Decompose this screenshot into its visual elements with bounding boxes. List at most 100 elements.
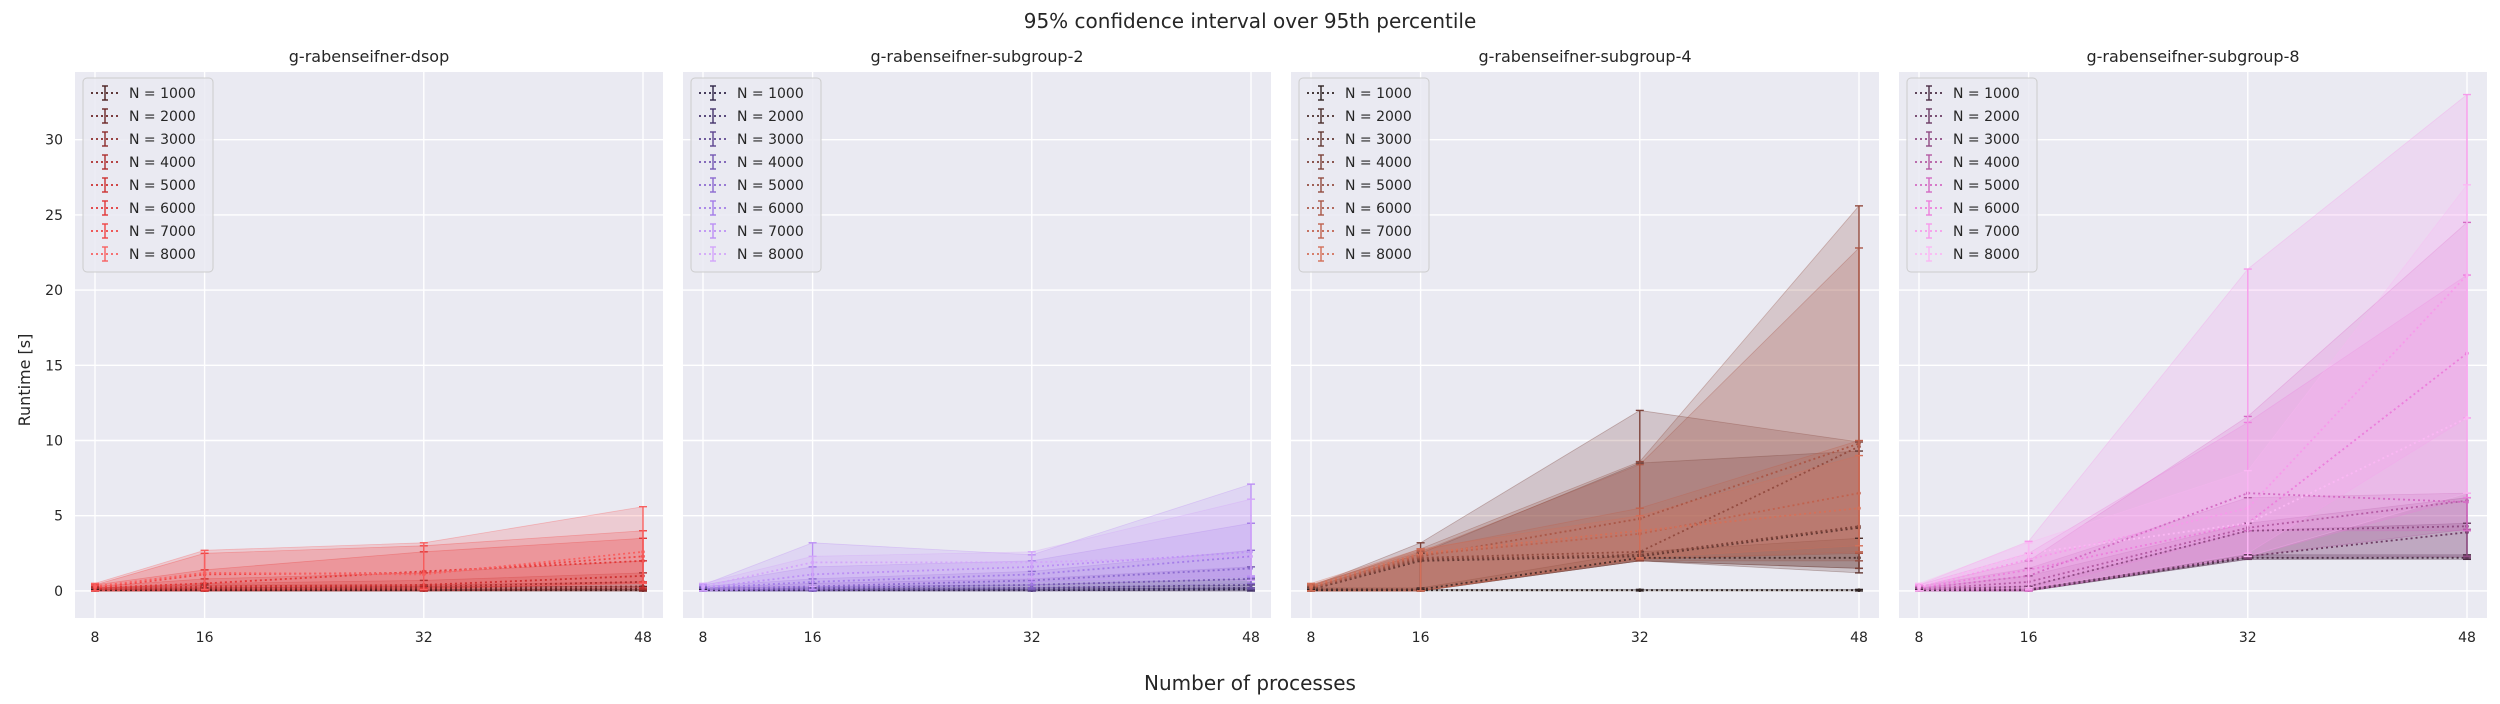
y-tick-label: 5	[54, 509, 63, 525]
data-point	[810, 560, 815, 565]
legend-label: N = 3000	[737, 132, 804, 148]
legend-label: N = 8000	[1345, 247, 1412, 263]
legend-label: N = 3000	[129, 132, 196, 148]
legend-label: N = 3000	[1345, 132, 1412, 148]
series-line	[1311, 556, 1859, 591]
legend-label: N = 8000	[1953, 247, 2020, 263]
x-tick-label: 48	[2458, 630, 2476, 646]
legend-label: N = 1000	[1345, 86, 1412, 102]
legend-box	[1906, 77, 2038, 273]
panel-title: g-rabenseifner-dsop	[289, 47, 449, 66]
y-tick-label: 15	[45, 358, 63, 374]
x-tick-label: 8	[699, 630, 708, 646]
y-tick-label: 20	[45, 283, 63, 299]
legend-label: N = 1000	[737, 86, 804, 102]
series-line	[1310, 492, 1860, 589]
series-line	[1918, 352, 2468, 589]
series-line	[702, 550, 1252, 589]
chart-panel-3: 8 16 32 48 g-rabenseifner-subgroup-4 N = 1000…	[1291, 47, 1879, 646]
legend-label: N = 4000	[129, 155, 196, 171]
legend: N = 1000 N = 2000 N = 3000 N = 4000 N = 5000…	[690, 77, 822, 273]
legend: N = 1000 N = 2000 N = 3000 N = 4000 N = 5000…	[1906, 77, 2038, 273]
data-point	[1638, 528, 1642, 533]
series-line	[1918, 499, 2468, 591]
legend-label: N = 8000	[129, 247, 196, 263]
legend-label: N = 5000	[129, 178, 196, 194]
chart-panel-1: 0 5 10 15 20 25 30 8 16 32 48 g-rabenseifner-dsop N …	[45, 47, 663, 646]
data-point	[202, 571, 207, 575]
legend-box	[690, 77, 822, 273]
series-line	[1919, 556, 2467, 592]
legend-label: N = 6000	[129, 201, 196, 217]
series-line	[1918, 417, 2468, 588]
data-point	[1418, 551, 1423, 556]
legend-label: N = 7000	[1953, 224, 2020, 240]
data-point	[1249, 554, 1253, 559]
x-tick-label: 32	[2239, 630, 2257, 646]
legend-label: N = 7000	[1345, 224, 1412, 240]
series-line	[1918, 492, 2468, 590]
legend-label: N = 4000	[1345, 155, 1412, 171]
data-point	[1030, 560, 1034, 565]
panel-title: g-rabenseifner-subgroup-8	[2086, 47, 2299, 66]
legend-label: N = 6000	[737, 201, 804, 217]
x-tick-label: 8	[1307, 630, 1316, 646]
x-tick-label: 32	[415, 630, 433, 646]
legend: N = 1000 N = 2000 N = 3000 N = 4000 N = 5000…	[1298, 77, 1430, 273]
series-line	[1918, 525, 2468, 591]
legend-label: N = 2000	[737, 109, 804, 125]
series-line	[1310, 525, 1860, 591]
data-point	[2026, 551, 2031, 556]
figure-xlabel: Number of processes	[1144, 671, 1356, 695]
legend-label: N = 4000	[1953, 155, 2020, 171]
y-tick-label: 30	[45, 133, 63, 149]
data-point	[2465, 500, 2469, 504]
legend-label: N = 1000	[1953, 86, 2020, 102]
chart-panel-2: 8 16 32 48 g-rabenseifner-subgroup-2 N = 1000…	[683, 47, 1271, 646]
x-tick-label: 16	[1412, 630, 1430, 646]
legend-label: N = 6000	[1345, 201, 1412, 217]
legend-label: N = 7000	[737, 224, 804, 240]
chart-panel-4: 8 16 32 48 g-rabenseifner-subgroup-8 N = 1000…	[1899, 47, 2487, 646]
x-tick-label: 16	[804, 630, 822, 646]
legend-box	[1298, 77, 1430, 273]
legend: N = 1000 N = 2000 N = 3000 N = 4000 N = 5000…	[82, 77, 214, 273]
x-tick-label: 48	[1242, 630, 1260, 646]
x-tick-label: 48	[1850, 630, 1868, 646]
legend-label: N = 2000	[1953, 109, 2020, 125]
legend-label: N = 2000	[129, 109, 196, 125]
data-point	[1638, 588, 1642, 592]
x-tick-label: 32	[1631, 630, 1649, 646]
data-point	[1309, 584, 1313, 589]
data-point	[1857, 588, 1861, 592]
data-point	[701, 584, 705, 589]
legend-label: N = 6000	[1953, 201, 2020, 217]
chart-panels: 0 5 10 15 20 25 30 8 16 32 48 g-rabenseifner-dsop N …	[45, 47, 2487, 646]
y-tick-label: 25	[45, 208, 63, 224]
series-line	[1919, 531, 2468, 591]
legend-label: N = 5000	[1345, 178, 1412, 194]
series-line	[94, 550, 644, 588]
data-point	[93, 584, 97, 589]
data-point	[422, 572, 426, 577]
series-line	[702, 555, 1252, 588]
legend-label: N = 2000	[1345, 109, 1412, 125]
legend-label: N = 4000	[737, 155, 804, 171]
data-point	[2246, 521, 2250, 526]
legend-label: N = 5000	[1953, 178, 2020, 194]
y-tick-label: 10	[45, 434, 63, 450]
y-tick-label: 0	[54, 584, 63, 600]
data-point	[1917, 584, 1921, 589]
series-line	[1918, 274, 2468, 589]
legend-label: N = 8000	[737, 247, 804, 263]
x-tick-label: 8	[91, 630, 100, 646]
x-tick-label: 48	[634, 630, 652, 646]
x-tick-label: 32	[1023, 630, 1041, 646]
legend-label: N = 5000	[737, 178, 804, 194]
figure-title: 95% confidence interval over 95th percen…	[1024, 9, 1477, 33]
series-line	[1310, 507, 1860, 588]
data-point	[641, 550, 645, 554]
legend-label: N = 1000	[129, 86, 196, 102]
